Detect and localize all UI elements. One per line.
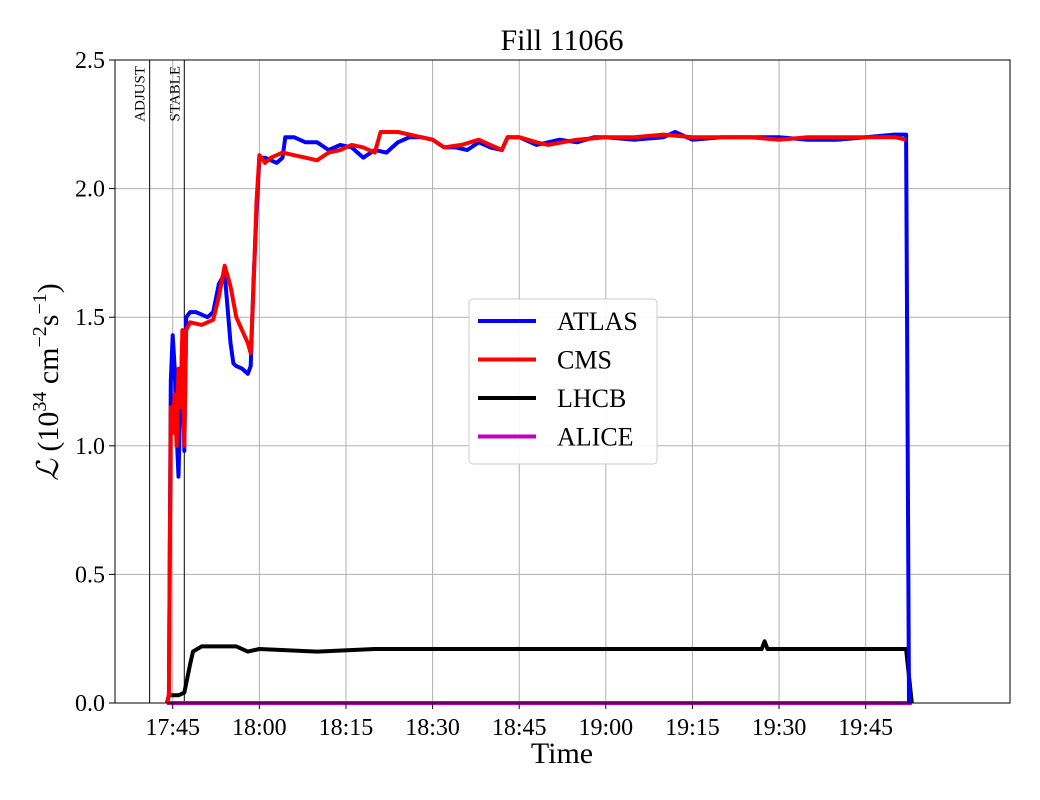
legend-label-lhcb: LHCB [557,384,626,413]
x-tick-label: 19:45 [838,715,893,741]
x-tick-label: 18:15 [319,715,374,741]
x-tick-label: 17:45 [145,715,200,741]
chart-title: Fill 11066 [500,24,623,57]
y-tick-label: 2.5 [75,48,105,74]
y-axis-exp-minus2: −2 [29,326,51,347]
x-axis-label: Time [531,737,593,770]
y-axis-symbol: ℒ [32,458,65,481]
series-line-lhcb [165,639,914,704]
x-axis-ticks: 17:45 18:00 18:15 18:30 18:45 19:00 19:15 19:30… [145,703,893,741]
legend-label-cms: CMS [557,346,612,375]
x-tick-label: 19:30 [752,715,807,741]
legend: ATLAS CMS LHCB ALICE [468,298,658,465]
y-tick-label: 0.0 [75,691,105,717]
y-axis-ticks: 0.0 0.5 1.0 1.5 2.0 2.5 [75,48,115,717]
x-tick-label: 18:00 [232,715,287,741]
y-axis-unit-open: (10 [32,412,65,460]
plot-frame [114,59,1011,704]
x-tick-label: 19:00 [578,715,633,741]
annotation-label-adjust: ADJUST [133,66,149,122]
y-tick-label: 1.5 [75,305,105,331]
y-tick-label: 2.0 [75,177,105,203]
series-line-atlas [165,130,911,704]
y-axis-label: ℒ (1034 cm−2s−1) [29,283,65,481]
y-tick-label: 0.5 [75,562,105,588]
legend-box [468,298,658,465]
legend-label-atlas: ATLAS [557,307,638,336]
y-axis-unit-close: ) [32,283,65,293]
y-axis-unit-s: s [32,315,65,327]
x-tick-label: 18:45 [492,715,547,741]
annotation-label-stable: STABLE [167,66,183,121]
y-tick-label: 1.0 [75,434,105,460]
x-tick-label: 19:15 [665,715,720,741]
x-tick-label: 18:30 [405,715,460,741]
y-axis-exp-34: 34 [29,392,51,412]
y-axis-exp-minus1: −1 [29,293,51,314]
series-line-cms [165,130,907,704]
legend-label-alice: ALICE [557,423,634,452]
y-axis-unit-cm: cm [32,347,65,391]
